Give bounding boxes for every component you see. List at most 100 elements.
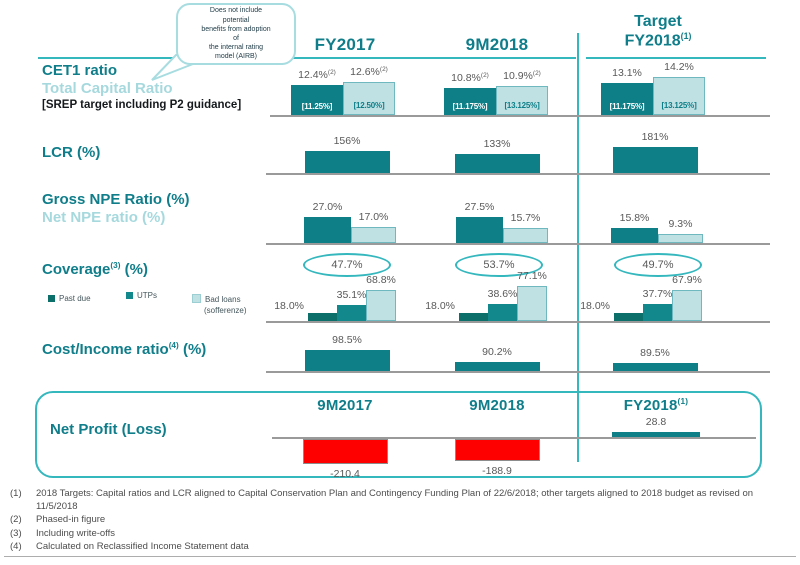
footnote-text: Including write-offs [36,527,116,539]
value-text: 89.5% [640,347,670,359]
lcr-bar [304,151,390,173]
cost-income-text: Cost/Income ratio [42,341,169,358]
value-text: 181% [641,131,669,143]
coverage-bar [459,313,488,321]
npe-value: 15.8% [595,212,675,224]
cost_income-bar [612,363,698,371]
value-text: 77.1% [517,270,547,282]
legend-label-past-due: Past due [59,294,91,303]
npe-bar [503,228,548,243]
value-text: 28.8 [645,416,667,428]
column-header-target: Target FY2018(1) [583,13,733,51]
coverage-value: 68.8% [341,274,421,286]
npe-value: 15.7% [486,212,566,224]
npe-bar [351,227,396,243]
footnotes: (1) 2018 Targets: Capital ratios and LCR … [10,488,792,555]
capital-bar: [11.175%] [601,83,653,115]
coverage-total-value: 47.7% [331,259,363,271]
footnote: (4) Calculated on Reclassified Income Sta… [10,541,792,554]
npe-value: 9.3% [641,218,721,230]
value-text: 68.8% [366,274,396,286]
callout-line: potential [222,16,250,24]
bar-inner-label: [11.175%] [609,102,645,111]
coverage-value: 77.1% [492,270,572,282]
footnote-number: (2) [10,514,22,526]
npe-bar [456,217,503,243]
net_profit-value: 28.8 [616,416,696,428]
capital-bar: [13.125%] [496,86,548,115]
bottom-divider [4,556,796,557]
npe-bar [658,234,703,243]
legend-item-utps: UTPs [126,291,157,300]
baseline-cost_income [266,371,770,373]
value-footref: (2) [532,70,541,77]
callout-line: of [233,35,239,42]
legend-item-past-due: Past due [48,294,91,303]
target-header-line1: Target [634,13,682,30]
capital-value: 10.9%(2) [482,70,562,82]
coverage-footref: (3) [110,261,121,270]
bar-inner-label: [11.175%] [452,102,488,111]
legend-label-bad-loans: Bad loans [205,295,241,304]
capital-value: 14.2% [639,61,719,73]
value-text: 15.8% [619,212,650,224]
target-header-line2: FY2018(1) [583,31,733,51]
legend-swatch-utps [126,292,133,299]
capital-value: 13.1% [587,67,667,79]
npe-value: 27.0% [288,201,368,213]
net_profit-bar [454,439,540,461]
value-text: 12.6% [350,66,380,78]
value-text: 10.9% [503,70,533,82]
coverage-total-ellipse: 49.7% [614,253,702,277]
footnote-number: (1) [10,488,22,499]
row-label-net-npe: Net NPE ratio (%) [42,209,166,226]
net-profit-box [35,391,762,478]
coverage-unit: (%) [120,261,148,278]
lcr-bar [612,147,698,173]
target-header-year: FY2018 [624,32,681,50]
coverage-value: 37.7% [618,288,698,300]
value-text: -210.4 [330,468,360,480]
column-header-9m2018: 9M2018 [465,35,529,54]
netbox-header-9m2017: 9M2017 [317,397,373,414]
row-label-coverage: Coverage(3) (%) [42,261,148,278]
coverage-total-ellipse: 53.7% [455,253,543,277]
cost-income-footref: (4) [168,341,179,350]
value-text: -188.9 [482,465,512,477]
row-label-cost-income: Cost/Income ratio(4) (%) [42,341,206,358]
value-text: 38.6% [487,288,518,300]
baseline-capital [270,115,770,117]
value-footref: (2) [480,72,489,79]
capital-bar: [13.125%] [653,77,705,115]
footnote-number: (4) [10,541,22,553]
callout-line: Does not include [209,7,263,15]
coverage-value: 18.0% [560,300,610,312]
row-label-cet1: CET1 ratio [42,62,118,79]
callout-line: benefits from adoption [201,25,271,33]
column-header-fy2017: FY2017 [314,35,376,54]
coverage-bar [517,286,547,321]
legend-swatch-bad-loans [192,294,201,303]
callout-line: model (AIRB) [214,53,257,61]
coverage-value: 67.9% [647,274,727,286]
npe-value: 17.0% [334,211,414,223]
value-text: 17.0% [358,211,389,223]
legend-label-utps: UTPs [137,291,157,300]
cost_income-bar [304,350,390,371]
legend-label-sofferenze: (sofferenze) [204,305,247,315]
value-text: 15.7% [510,212,541,224]
cost_income-value: 89.5% [615,347,695,359]
net_profit-value: -188.9 [455,465,540,477]
row-label-lcr: LCR (%) [42,144,101,161]
coverage-bar [643,304,672,321]
cost_income-value: 98.5% [307,334,387,346]
value-text: 37.7% [642,288,673,300]
value-text: 14.2% [664,61,694,73]
cost_income-bar [454,362,540,371]
capital-value: 10.8%(2) [430,72,510,84]
value-text: 27.5% [464,201,495,213]
callout-bubble: Does not include potential benefits from a… [176,3,296,65]
baseline-lcr [266,173,770,175]
footnote-number: (3) [10,527,22,539]
